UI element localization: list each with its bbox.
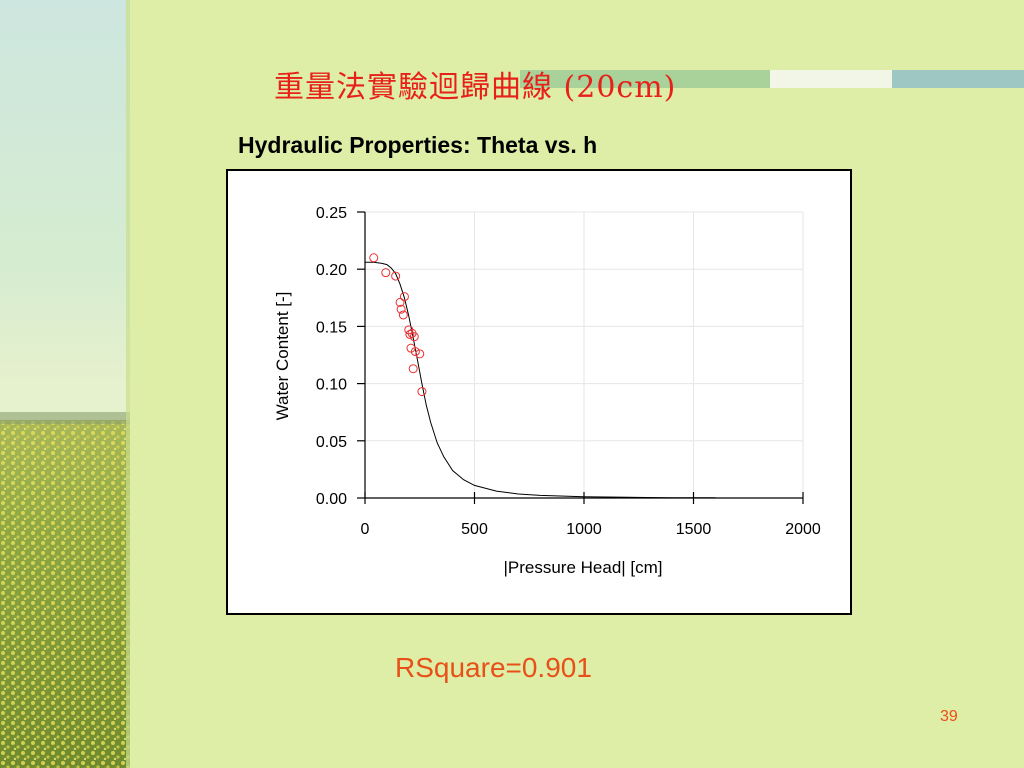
data-point (396, 304, 406, 314)
x-tick-label: 1000 (566, 521, 602, 538)
fitted-curve (365, 261, 716, 499)
y-tick-label: 0.25 (316, 205, 347, 222)
y-tick-label: 0.20 (316, 262, 347, 279)
scatter-chart: 0.00 0.05 0.10 0.15 0.20 0.25 0 500 1000 1500 2000… (273, 205, 821, 577)
grid-lines (364, 211, 804, 499)
y-tick-label: 0.15 (316, 319, 347, 336)
y-axis-label: Water Content [-] (273, 292, 292, 421)
data-point (391, 271, 401, 281)
data-point (409, 332, 419, 342)
x-tick-label: 2000 (785, 521, 821, 538)
data-point (369, 253, 379, 263)
data-series (365, 253, 716, 499)
data-point (410, 347, 420, 357)
y-tick-label: 0.00 (316, 491, 347, 508)
x-tick-label: 500 (461, 521, 488, 538)
x-tick-label: 1500 (676, 521, 712, 538)
data-point (399, 292, 409, 302)
page-number: 39 (940, 708, 958, 725)
title-decoration-bar (892, 70, 1024, 88)
rsquare-value: RSquare=0.901 (395, 652, 592, 683)
chart-heading: Hydraulic Properties: Theta vs. h (238, 132, 598, 158)
data-point (408, 364, 418, 374)
y-tick-label: 0.05 (316, 434, 347, 451)
title-decoration-bar (520, 70, 770, 88)
tick-labels: 0.00 0.05 0.10 0.15 0.20 0.25 0 500 1000 1500 2000 (316, 205, 821, 538)
data-point (395, 297, 405, 307)
data-point (404, 325, 414, 335)
data-point (415, 349, 425, 359)
data-point (398, 310, 408, 320)
slide-title: 重量法實驗迴歸曲線 (20cm) (274, 70, 677, 105)
data-point (381, 268, 391, 278)
x-tick-label: 0 (361, 521, 370, 538)
y-tick-label: 0.10 (316, 377, 347, 394)
title-decoration-bar (770, 70, 892, 88)
x-axis-label: |Pressure Head| [cm] (503, 558, 662, 577)
data-point (417, 387, 427, 397)
data-point (405, 329, 415, 339)
axes (357, 211, 804, 504)
chart-frame: 0.00 0.05 0.10 0.15 0.20 0.25 0 500 1000 1500 2000… (226, 169, 852, 615)
canola-field-photo (0, 0, 130, 768)
